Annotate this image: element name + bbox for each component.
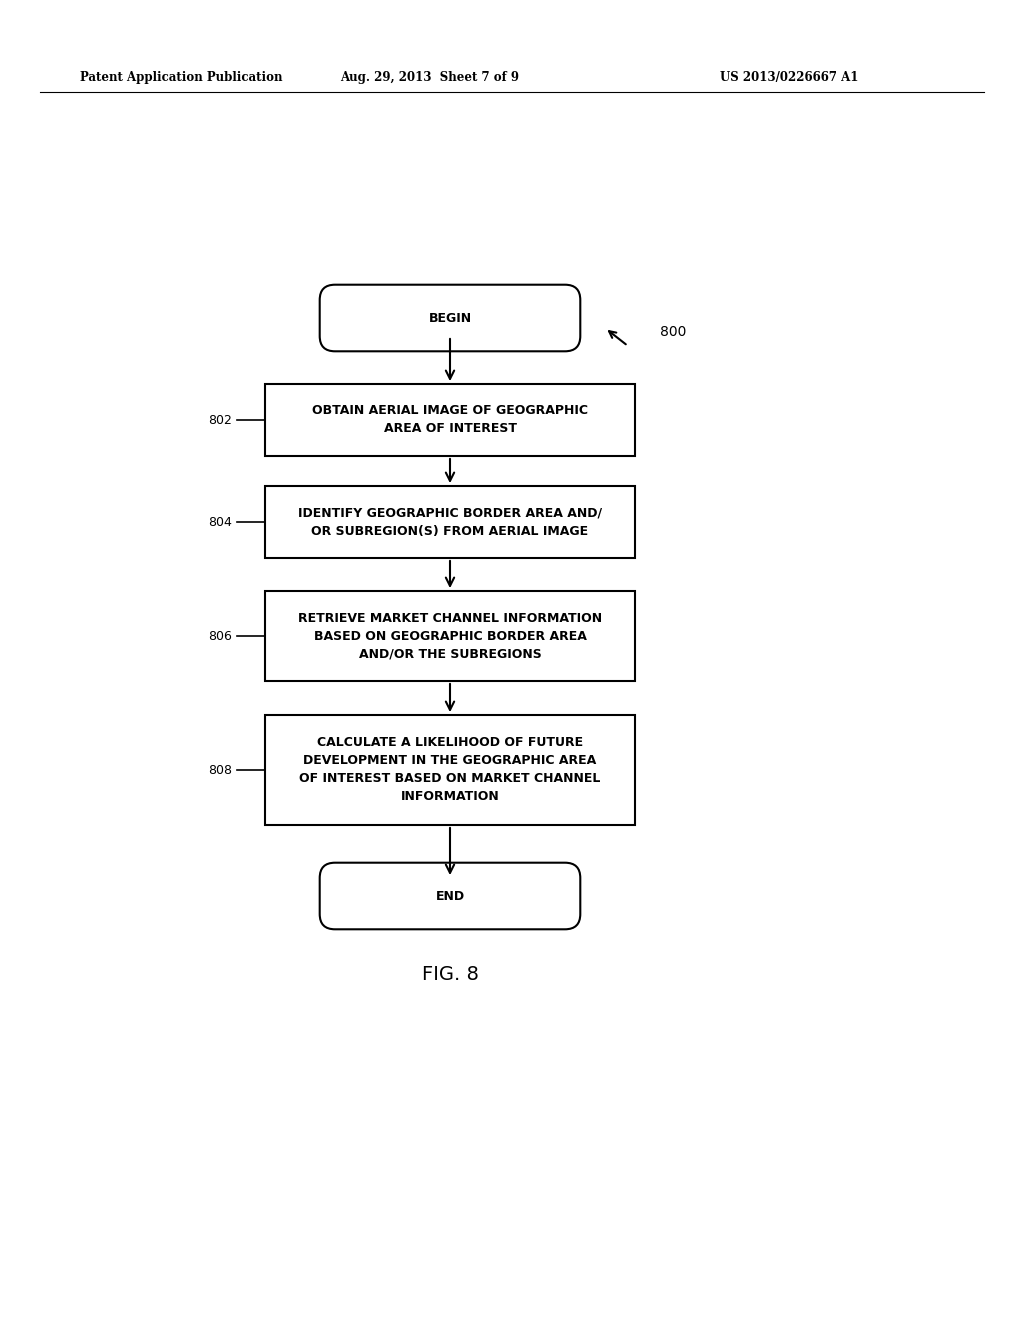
Text: END: END — [435, 890, 465, 903]
Text: IDENTIFY GEOGRAPHIC BORDER AREA AND/
OR SUBREGION(S) FROM AERIAL IMAGE: IDENTIFY GEOGRAPHIC BORDER AREA AND/ OR … — [298, 507, 602, 537]
Text: OBTAIN AERIAL IMAGE OF GEOGRAPHIC
AREA OF INTEREST: OBTAIN AERIAL IMAGE OF GEOGRAPHIC AREA O… — [312, 404, 588, 436]
Text: 800: 800 — [660, 325, 686, 339]
Text: Patent Application Publication: Patent Application Publication — [80, 71, 283, 84]
Text: CALCULATE A LIKELIHOOD OF FUTURE
DEVELOPMENT IN THE GEOGRAPHIC AREA
OF INTEREST : CALCULATE A LIKELIHOOD OF FUTURE DEVELOP… — [299, 737, 601, 804]
Text: US 2013/0226667 A1: US 2013/0226667 A1 — [720, 71, 858, 84]
FancyBboxPatch shape — [319, 863, 581, 929]
FancyBboxPatch shape — [319, 285, 581, 351]
Text: 808: 808 — [208, 763, 232, 776]
Text: 806: 806 — [208, 630, 232, 643]
Text: FIG. 8: FIG. 8 — [422, 965, 478, 985]
Text: 802: 802 — [208, 413, 232, 426]
Bar — [265, 384, 635, 455]
Bar — [265, 486, 635, 558]
Text: RETRIEVE MARKET CHANNEL INFORMATION
BASED ON GEOGRAPHIC BORDER AREA
AND/OR THE S: RETRIEVE MARKET CHANNEL INFORMATION BASE… — [298, 611, 602, 660]
Bar — [265, 715, 635, 825]
Text: BEGIN: BEGIN — [428, 312, 472, 325]
Text: 804: 804 — [208, 516, 232, 528]
Text: Aug. 29, 2013  Sheet 7 of 9: Aug. 29, 2013 Sheet 7 of 9 — [341, 71, 519, 84]
Bar — [265, 591, 635, 681]
